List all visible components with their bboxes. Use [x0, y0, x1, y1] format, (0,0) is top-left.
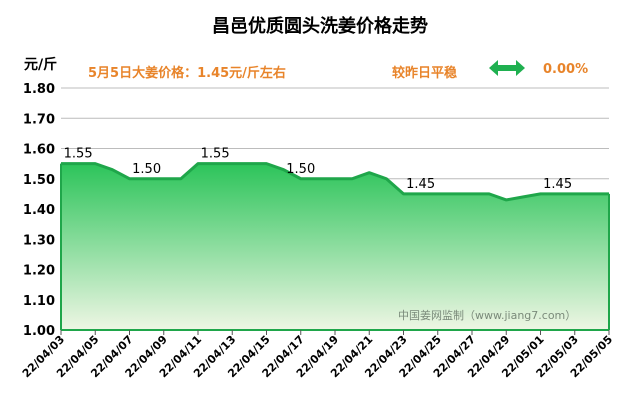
y-tick-label: 1.00: [23, 324, 55, 339]
watermark: 中国姜网监制（www.jiang7.com）: [398, 308, 576, 322]
trend-text: 较昨日平稳: [392, 66, 458, 81]
y-tick-label: 1.80: [23, 82, 55, 97]
data-label: 1.45: [543, 177, 572, 192]
price-area: [61, 163, 609, 330]
data-label: 1.50: [132, 162, 161, 177]
y-tick-label: 1.60: [23, 143, 55, 158]
data-label: 1.50: [286, 162, 315, 177]
y-tick-label: 1.20: [23, 264, 55, 279]
y-tick-label: 1.50: [23, 173, 55, 188]
change-percent: 0.00%: [543, 62, 589, 77]
y-tick-label: 1.30: [23, 233, 55, 248]
price-line: [61, 162, 609, 202]
y-tick-label: 1.40: [23, 203, 55, 218]
price-headline: 5月5日大姜价格：1.45元/斤左右: [88, 66, 286, 81]
data-label: 1.55: [201, 147, 230, 162]
y-tick-label: 1.10: [23, 294, 55, 309]
data-label: 1.45: [406, 177, 435, 192]
chart-title: 昌邑优质圆头洗姜价格走势: [212, 16, 428, 37]
data-label: 1.55: [64, 147, 93, 162]
y-axis-unit: 元/斤: [24, 57, 58, 73]
double-arrow-icon: [489, 60, 525, 76]
y-tick-label: 1.70: [23, 112, 55, 127]
